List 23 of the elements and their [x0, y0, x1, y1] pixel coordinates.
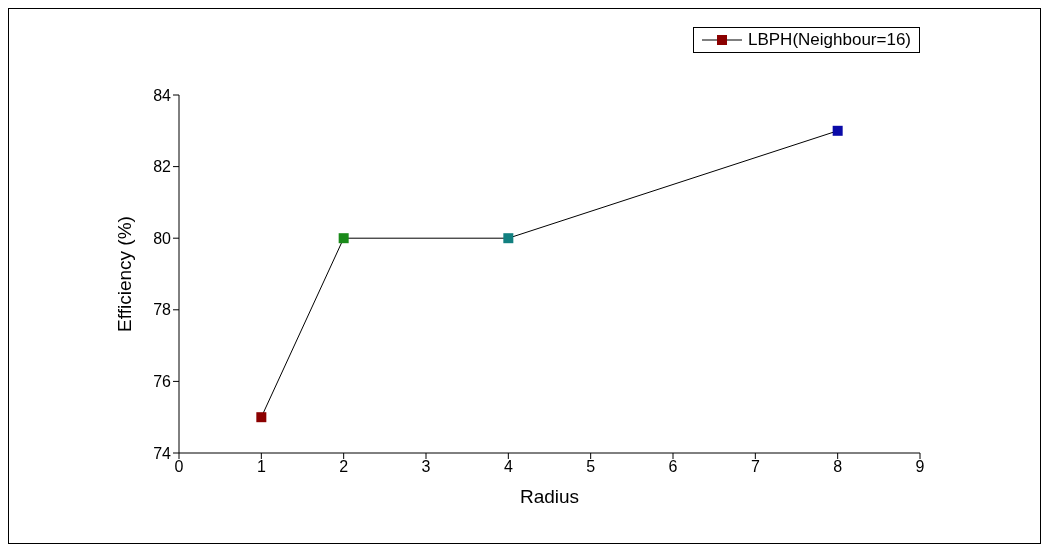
x-tick-label: 2 — [339, 458, 349, 476]
x-tick-label: 1 — [256, 458, 266, 476]
y-axis-title: Efficiency (%) — [113, 216, 135, 332]
x-tick-label: 0 — [174, 458, 184, 476]
point — [832, 125, 843, 136]
x-tick-label: 9 — [915, 458, 925, 476]
y-tick-label: 76 — [153, 373, 172, 391]
point — [503, 233, 514, 244]
x-tick-label: 6 — [668, 458, 678, 476]
x-tick-label: 4 — [503, 458, 513, 476]
x-tick-label: 8 — [833, 458, 843, 476]
x-tick-label: 5 — [586, 458, 596, 476]
y-tick-label: 78 — [153, 301, 172, 319]
x-tick-label: 3 — [421, 458, 431, 476]
x-tick-label: 7 — [750, 458, 760, 476]
point — [338, 233, 349, 244]
y-tick-label: 74 — [153, 444, 172, 462]
point — [256, 412, 267, 423]
x-axis-title: Radius — [519, 486, 580, 507]
legend-label: LBPH(Neighbour=16) — [747, 30, 911, 50]
y-tick-label: 84 — [153, 86, 172, 104]
y-tick-label: 82 — [153, 158, 172, 176]
y-tick-label: 80 — [153, 229, 172, 247]
